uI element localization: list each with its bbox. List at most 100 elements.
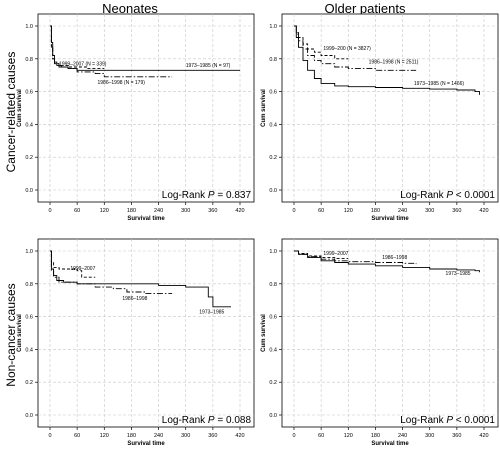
log-rank-annotation: Log-Rank P < 0.0001	[400, 190, 495, 201]
survival-curve-series-2	[50, 25, 105, 70]
curve-label: 1999–2007	[323, 251, 348, 257]
x-tick-label: 300	[181, 433, 190, 439]
x-tick-label: 360	[208, 433, 217, 439]
x-tick-label: 120	[100, 433, 109, 439]
x-tick-label: 0	[292, 208, 295, 214]
survival-curve-series-0	[50, 25, 240, 71]
y-tick-label: 0.6	[269, 90, 277, 96]
x-tick-label: 300	[425, 208, 434, 214]
curve-label: 1986–1998	[382, 255, 407, 261]
log-rank-value: < 0.0001	[453, 415, 495, 426]
log-rank-p: P	[208, 415, 215, 426]
x-tick-label: 300	[181, 208, 190, 214]
y-tick-label: 0.8	[25, 57, 33, 63]
log-rank-annotation: Log-Rank P = 0.837	[162, 190, 252, 201]
x-tick-label: 360	[208, 208, 217, 214]
survival-curve-series-2	[294, 250, 349, 259]
curve-label: 1999–2007	[70, 266, 95, 272]
log-rank-value: < 0.0001	[453, 190, 495, 201]
y-tick-label: 0.6	[25, 90, 33, 96]
log-rank-annotation: Log-Rank P = 0.088	[162, 415, 252, 426]
column-title-neonates: Neonates	[102, 1, 158, 16]
km-plot-neonates-noncancer: 0 60 120 180 240 300 360 420 0.0 0.2 0.4 0.6 0.8 1.0 S…	[17, 238, 255, 447]
x-axis-label: Survival time	[371, 216, 409, 222]
plot-frame	[37, 13, 255, 203]
y-tick-label: 1.0	[25, 249, 33, 255]
y-tick-label: 0.8	[269, 57, 277, 63]
x-tick-label: 120	[344, 208, 353, 214]
y-axis-label: Cum survival	[17, 89, 23, 127]
y-tick-label: 0.4	[25, 122, 33, 128]
km-plot-neonates-cancer: 0 60 120 180 240 300 360 420 0.0 0.2 0.4 0.6 0.8 1.0 S…	[17, 13, 255, 222]
column-title-older-patients: Older patients	[324, 1, 406, 16]
x-tick-label: 0	[48, 433, 51, 439]
x-tick-label: 60	[318, 208, 324, 214]
log-rank-prefix: Log-Rank	[400, 190, 446, 201]
y-tick-label: 0.4	[269, 347, 277, 353]
survival-curve-series-1	[50, 25, 173, 78]
log-rank-value: = 0.088	[215, 415, 252, 426]
x-tick-label: 240	[398, 208, 407, 214]
y-tick-label: 1.0	[269, 24, 277, 30]
plot-frame	[37, 238, 255, 428]
survival-curve-series-2	[294, 25, 349, 60]
y-tick-label: 0.4	[269, 122, 277, 128]
x-tick-label: 180	[371, 208, 380, 214]
curve-label: 1986–1998 (N = 179)	[98, 80, 146, 86]
curve-label: 1999–200 (N = 3827)	[323, 46, 371, 52]
y-tick-label: 0.6	[25, 315, 33, 321]
curve-label: 1973–1985	[199, 309, 224, 315]
x-tick-label: 360	[452, 433, 461, 439]
log-rank-prefix: Log-Rank	[162, 415, 208, 426]
x-tick-label: 300	[425, 433, 434, 439]
x-tick-label: 0	[48, 208, 51, 214]
curve-label: 1973–1985 (N = 1466)	[414, 81, 465, 87]
curve-label: 1973–1985 (N = 97)	[186, 63, 231, 69]
y-tick-label: 0.8	[269, 282, 277, 288]
y-tick-label: 0.2	[25, 155, 33, 161]
x-tick-label: 420	[235, 208, 244, 214]
x-tick-label: 60	[74, 433, 80, 439]
x-axis-label: Survival time	[127, 216, 165, 222]
curve-label: 1999–2007 (N = 339)	[59, 61, 107, 67]
curve-label: 1973–1985	[446, 271, 471, 277]
x-tick-label: 240	[154, 208, 163, 214]
y-tick-label: 0.2	[269, 155, 277, 161]
y-axis-label: Cum survival	[261, 89, 267, 127]
survival-curve-series-2	[50, 250, 96, 278]
y-tick-label: 1.0	[269, 249, 277, 255]
x-tick-label: 120	[344, 433, 353, 439]
survival-curve-series-1	[294, 250, 417, 265]
curve-label: 1986–1998 (N = 2511)	[369, 60, 419, 66]
y-tick-label: 0.0	[269, 413, 277, 419]
x-tick-label: 240	[154, 433, 163, 439]
x-tick-label: 240	[398, 433, 407, 439]
x-tick-label: 180	[371, 433, 380, 439]
x-tick-label: 360	[452, 208, 461, 214]
x-tick-label: 420	[235, 433, 244, 439]
curve-label: 1986–1998	[122, 296, 147, 302]
log-rank-value: = 0.837	[215, 190, 252, 201]
survival-curve-series-0	[294, 250, 480, 273]
y-tick-label: 0.0	[25, 413, 33, 419]
log-rank-p: P	[446, 190, 453, 201]
x-tick-label: 180	[127, 433, 136, 439]
y-tick-label: 0.2	[269, 380, 277, 386]
log-rank-annotation: Log-Rank P < 0.0001	[400, 415, 495, 426]
x-axis-label: Survival time	[371, 441, 409, 447]
log-rank-p: P	[446, 415, 453, 426]
log-rank-prefix: Log-Rank	[400, 415, 446, 426]
log-rank-prefix: Log-Rank	[162, 190, 208, 201]
y-axis-label: Cum survival	[261, 314, 267, 352]
plot-frame	[281, 238, 499, 428]
y-tick-label: 0.6	[269, 315, 277, 321]
survival-curve-series-1	[294, 25, 417, 71]
survival-curve-series-1	[50, 250, 173, 295]
y-tick-label: 0.8	[25, 282, 33, 288]
y-tick-label: 0.4	[25, 347, 33, 353]
km-plot-older-noncancer: 0 60 120 180 240 300 360 420 0.0 0.2 0.4 0.6 0.8 1.0 S…	[261, 238, 499, 447]
x-tick-label: 180	[127, 208, 136, 214]
x-tick-label: 0	[292, 433, 295, 439]
plot-frame	[281, 13, 499, 203]
x-tick-label: 420	[479, 208, 488, 214]
